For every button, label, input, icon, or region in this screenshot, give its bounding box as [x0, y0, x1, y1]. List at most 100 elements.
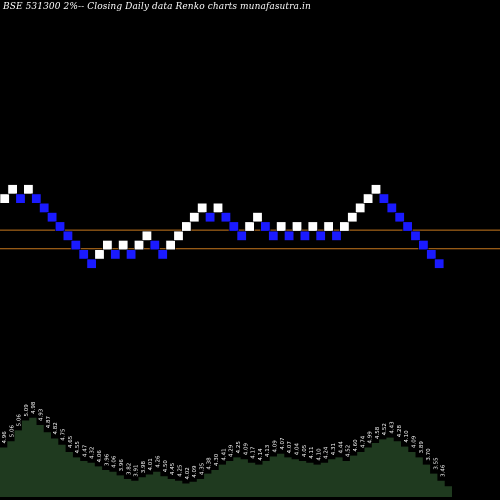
price-label: 4.10 — [316, 448, 322, 461]
price-label: 3.98 — [141, 460, 147, 473]
renko-brick-down — [31, 193, 42, 204]
price-label: 4.82 — [53, 422, 59, 434]
price-label: 4.87 — [46, 415, 52, 428]
price-label: 4.44 — [338, 441, 344, 454]
renko-brick-down — [426, 249, 437, 260]
renko-brick-up — [370, 184, 381, 195]
price-label: 4.06 — [97, 450, 103, 463]
price-label: 4.30 — [214, 453, 220, 466]
price-label: 4.24 — [324, 446, 330, 459]
renko-brick-down — [378, 193, 389, 204]
renko-brick-down — [54, 221, 65, 232]
price-label: 4.65 — [68, 435, 74, 448]
price-label: 4.11 — [309, 447, 315, 459]
renko-brick-down — [284, 230, 295, 241]
price-label: 4.60 — [353, 439, 359, 452]
renko-brick-down — [394, 212, 405, 223]
price-label: 4.05 — [302, 444, 308, 457]
price-label: 4.09 — [192, 465, 198, 478]
price-label: 4.74 — [360, 435, 366, 448]
price-label: 3.96 — [104, 453, 110, 466]
renko-brick-down — [15, 193, 26, 204]
price-label: 4.52 — [346, 445, 352, 457]
renko-brick-up — [197, 202, 208, 213]
renko-brick-up — [0, 193, 10, 204]
price-label: 3.89 — [419, 441, 425, 454]
price-label: 4.25 — [178, 464, 184, 477]
renko-brick-up — [339, 221, 350, 232]
price-label: 4.01 — [148, 458, 154, 470]
price-label: 3.96 — [119, 459, 125, 472]
renko-brick-down — [228, 221, 239, 232]
price-label: 4.09 — [273, 440, 279, 453]
price-label: 4.96 — [2, 431, 8, 444]
renko-brick-up — [276, 221, 287, 232]
price-label: 4.31 — [331, 443, 337, 455]
price-label: 4.02 — [185, 467, 191, 479]
renko-brick-up — [213, 202, 224, 213]
renko-brick-down — [126, 249, 137, 260]
price-label: 3.70 — [426, 448, 432, 461]
renko-brick-up — [165, 240, 176, 251]
renko-brick-up — [141, 230, 152, 241]
price-label: 4.47 — [82, 444, 88, 457]
price-label: 4.75 — [61, 428, 67, 441]
renko-brick-up — [23, 184, 34, 195]
renko-brick-up — [118, 240, 129, 251]
renko-brick-down — [418, 240, 429, 251]
price-label: 4.29 — [229, 444, 235, 457]
renko-brick-down — [299, 230, 310, 241]
price-label: 5.06 — [9, 424, 15, 437]
renko-brick-up — [323, 221, 334, 232]
renko-brick-down — [110, 249, 121, 260]
price-label: 4.26 — [156, 455, 162, 468]
renko-brick-down — [268, 230, 279, 241]
price-label: 5.06 — [17, 414, 23, 427]
price-label: 3.55 — [433, 457, 439, 470]
renko-brick-down — [410, 230, 421, 241]
price-label: 4.14 — [258, 448, 264, 461]
price-label: 4.07 — [287, 441, 293, 454]
renko-brick-up — [102, 240, 113, 251]
price-label: 4.58 — [375, 426, 381, 439]
price-label: 4.43 — [390, 421, 396, 434]
price-labels-layer: 4.965.065.065.09 4.984.934.874.824.754.65… — [2, 401, 447, 479]
renko-brick-down — [149, 240, 160, 251]
price-label: 5.09 — [24, 404, 30, 417]
renko-brick-down — [315, 230, 326, 241]
price-label: 4.09 — [411, 435, 417, 448]
renko-brick-down — [86, 258, 97, 269]
renko-brick-down — [386, 202, 397, 213]
price-label: 4.52 — [382, 423, 388, 435]
price-label: 4.17 — [251, 446, 257, 459]
price-label: 4.99 — [368, 431, 374, 444]
renko-brick-down — [78, 249, 89, 260]
renko-brick-up — [94, 249, 105, 260]
price-label: 4.25 — [236, 441, 242, 454]
price-label: 4.50 — [163, 460, 169, 473]
renko-brick-down — [331, 230, 342, 241]
renko-brick-up — [244, 221, 255, 232]
renko-brick-up — [355, 202, 366, 213]
price-label: 3.82 — [126, 463, 132, 475]
renko-brick-down — [47, 212, 58, 223]
renko-brick-up — [189, 212, 200, 223]
renko-brick-up — [363, 193, 374, 204]
renko-brick-up — [134, 240, 145, 251]
renko-brick-up — [252, 212, 263, 223]
renko-brick-down — [220, 212, 231, 223]
renko-brick-up — [307, 221, 318, 232]
price-label: 4.04 — [295, 442, 301, 455]
volume-area-layer — [0, 417, 452, 497]
price-label: 4.10 — [404, 430, 410, 443]
price-label: 4.32 — [90, 447, 96, 459]
price-label: 4.38 — [207, 457, 213, 470]
price-label: 3.91 — [134, 465, 140, 477]
price-label: 4.07 — [280, 437, 286, 450]
chart-title: BSE 531300 2%-- Closing Daily data Renko… — [3, 2, 311, 12]
renko-brick-up — [347, 212, 358, 223]
price-label: 4.55 — [75, 441, 81, 454]
renko-brick-down — [402, 221, 413, 232]
price-label: 4.35 — [199, 462, 205, 475]
